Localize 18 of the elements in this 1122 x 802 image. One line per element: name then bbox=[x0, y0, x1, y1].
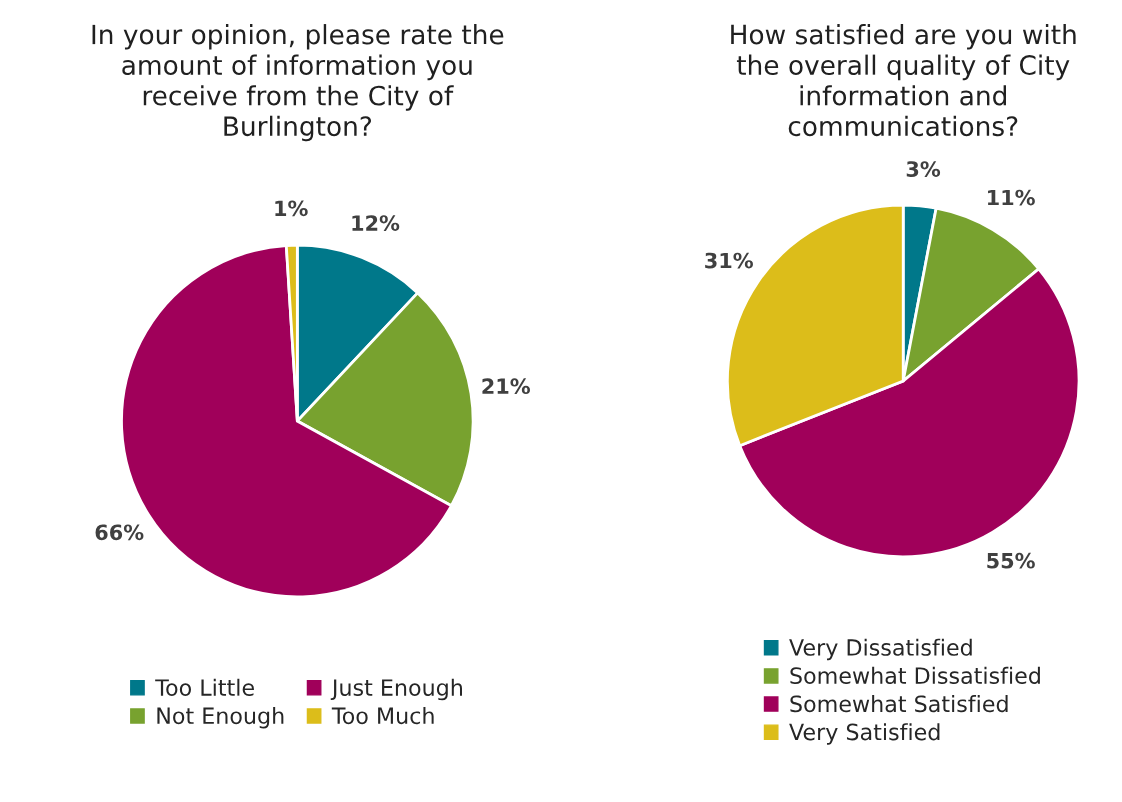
legend-label: Very Satisfied bbox=[789, 723, 940, 745]
chart-title: In your opinion, please rate the amount of information you receive from the City of Burlington? bbox=[92, 24, 504, 142]
data-label: 66% bbox=[95, 524, 144, 541]
data-label: 11% bbox=[988, 189, 1035, 206]
legend-label: Not Enough bbox=[157, 706, 284, 729]
legend-label: Too Little bbox=[155, 678, 254, 696]
legend-label: Too Much bbox=[331, 706, 434, 725]
data-label: 12% bbox=[352, 215, 400, 231]
data-label: 31% bbox=[705, 252, 753, 269]
legend-label: Somewhat Satisfied bbox=[790, 695, 1008, 713]
legend-label: Very Dissatisfied bbox=[789, 638, 972, 661]
chart-title: How satisfied are you with the overall quality of City information and communications? bbox=[731, 24, 1076, 137]
legend-label: Just Enough bbox=[330, 678, 462, 701]
legend-label: Somewhat Dissatisfied bbox=[790, 666, 1040, 685]
data-label: 21% bbox=[482, 378, 530, 395]
data-label: 3% bbox=[906, 161, 941, 177]
data-label: 1% bbox=[275, 200, 308, 217]
data-label: 55% bbox=[987, 552, 1035, 569]
